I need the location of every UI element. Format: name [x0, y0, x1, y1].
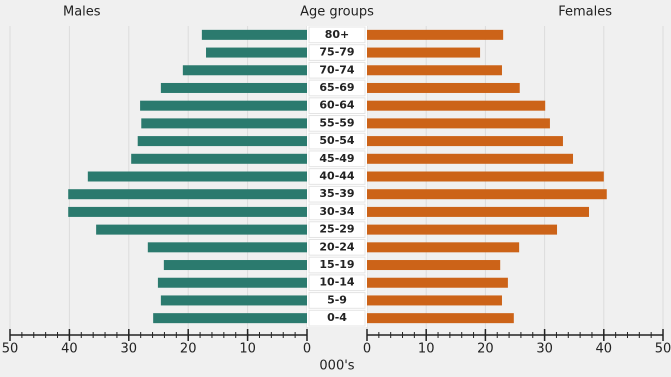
category-label: 70-74 [319, 63, 355, 76]
x-tick-label: 50 [2, 342, 19, 357]
x-axis-label: 000's [319, 359, 354, 374]
category-label: 10-14 [319, 276, 355, 289]
category-label: 55-59 [319, 116, 354, 129]
category-box [308, 61, 366, 79]
bar [367, 206, 589, 217]
bar [367, 82, 520, 93]
bar [68, 189, 307, 200]
bar [367, 242, 520, 253]
category-box [308, 26, 366, 44]
category-label: 75-79 [319, 46, 354, 59]
category-label: 20-24 [319, 240, 355, 253]
category-box [308, 185, 366, 203]
center-title: Age groups [300, 5, 374, 20]
x-tick-label: 0 [303, 342, 311, 357]
x-tick-label: 30 [121, 342, 138, 357]
bar [206, 47, 307, 58]
category-box [308, 221, 366, 238]
bar [140, 100, 307, 111]
bar [147, 242, 307, 253]
bar [137, 136, 307, 147]
bar [141, 118, 307, 129]
category-box [308, 309, 366, 327]
bar [367, 47, 481, 58]
bar [160, 295, 307, 306]
category-label: 35-39 [319, 187, 354, 200]
category-box [308, 274, 366, 292]
x-tick-label: 50 [655, 342, 671, 357]
bar [367, 224, 558, 235]
bar [367, 295, 502, 306]
category-box [308, 256, 366, 274]
bar [68, 206, 307, 217]
x-tick-label: 40 [596, 342, 613, 357]
bar [87, 171, 308, 182]
bar [163, 260, 307, 271]
category-box [308, 168, 366, 185]
category-label: 50-54 [319, 134, 355, 147]
category-label: 30-34 [319, 205, 355, 218]
category-label: 15-19 [319, 258, 354, 271]
x-tick-label: 30 [536, 342, 553, 357]
x-tick-label: 10 [239, 342, 256, 357]
x-tick-label: 10 [418, 342, 435, 357]
bar [160, 82, 307, 93]
category-box [308, 203, 366, 221]
bar [153, 313, 307, 324]
right-title: Females [558, 5, 612, 20]
category-box [308, 115, 366, 132]
bar [157, 277, 307, 288]
bar [367, 100, 546, 111]
bar [367, 277, 508, 288]
category-box [308, 97, 366, 115]
category-label: 60-64 [319, 99, 355, 112]
category-box [308, 44, 366, 61]
bar [367, 136, 563, 147]
x-tick-label: 20 [477, 342, 494, 357]
bar [367, 189, 607, 200]
bar [131, 153, 307, 164]
x-tick-label: 0 [363, 342, 371, 357]
bar [201, 29, 307, 40]
category-box [308, 132, 366, 150]
left-title: Males [63, 5, 101, 20]
category-label: 80+ [325, 28, 350, 41]
x-tick-label: 40 [61, 342, 78, 357]
bar [367, 153, 574, 164]
category-box [308, 79, 366, 97]
bar [367, 313, 514, 324]
category-label: 5-9 [327, 293, 347, 306]
category-box [308, 150, 366, 168]
category-label: 45-49 [319, 152, 354, 165]
category-label: 0-4 [327, 311, 347, 324]
bar [367, 65, 502, 76]
category-label: 40-44 [319, 170, 355, 183]
x-tick-label: 20 [180, 342, 197, 357]
category-label: 25-29 [319, 223, 354, 236]
bar [182, 65, 307, 76]
category-box [308, 292, 366, 309]
bar [367, 171, 604, 182]
bar [367, 118, 550, 129]
category-box [308, 238, 366, 256]
category-label: 65-69 [319, 81, 354, 94]
bar [367, 29, 504, 40]
bar [367, 260, 501, 271]
bar [96, 224, 307, 235]
